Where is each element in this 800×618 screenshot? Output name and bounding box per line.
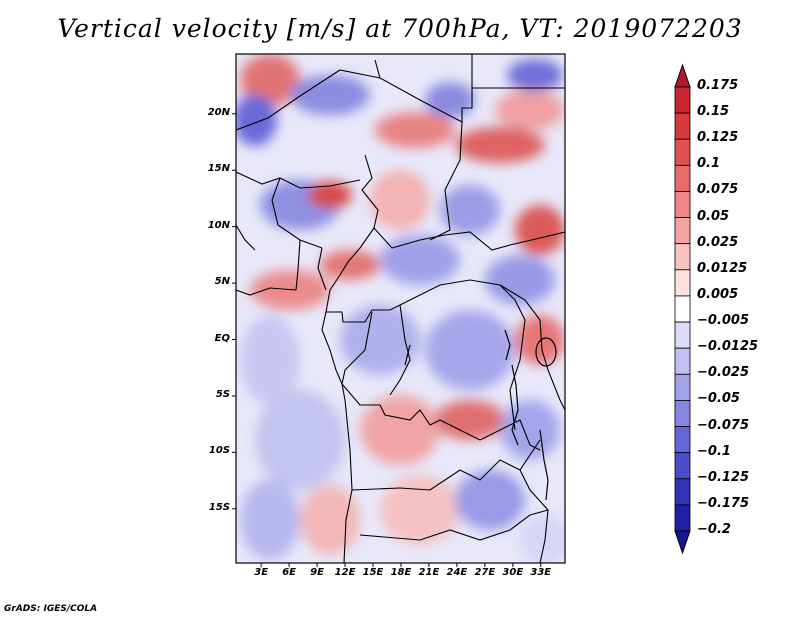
colorbar-label: 0.15 [697,104,730,120]
colorbar-label: −0.005 [697,313,750,329]
longitude-label: 9E [310,567,324,578]
colorbar-label: 0.025 [697,234,739,250]
longitude-label: 6E [282,567,296,578]
colorbar-label: −0.0125 [697,339,759,355]
colorbar-box [674,373,691,401]
colorbar-box [674,452,691,480]
colorbar-label: −0.2 [697,522,731,537]
colorbar-label: −0.05 [697,391,740,407]
lakes [404,329,557,501]
longitude-ticks [260,563,542,567]
longitude-label: 33E [530,567,552,578]
colorbar-label: −0.175 [697,495,750,511]
colorbar-label: 0.0125 [697,260,748,276]
colorbar-box [674,86,691,114]
colorbar [674,63,691,555]
colorbar-box [674,347,691,375]
colorbar-label: −0.025 [697,365,750,381]
colorbar-box [674,243,691,271]
colorbar-box [674,321,691,349]
latitude-label: 5S [215,388,230,400]
colorbar-box [674,478,691,506]
longitude-label: 12E [334,567,356,578]
colorbar-box [674,191,691,218]
latitude-label: 10S [208,445,230,457]
longitude-label: 24E [446,567,468,578]
colorbar-label: 0.1 [697,156,721,172]
colorbar-box [674,138,691,166]
colorbar-box [674,400,691,427]
longitude-label: 30E [502,567,524,578]
longitude-label: 18E [390,567,412,578]
map-panel [232,53,566,567]
longitude-label: 15E [362,567,384,578]
colorbar-label: 0.05 [697,208,730,224]
latitude-label: 20N [207,106,230,118]
colorbar-label: 0.005 [697,286,739,302]
colorbar-bottom-arrow [674,530,691,555]
latitude-label: 5N [214,276,230,288]
colorbar-label: −0.1 [697,443,731,459]
colorbar-box [674,217,691,245]
latitude-label: 10N [207,219,230,231]
longitude-label: 21E [418,567,440,578]
colorbar-box [674,426,691,454]
colorbar-box [674,504,691,532]
latitude-ticks [232,113,236,510]
colorbar-box [674,269,691,297]
vertical-velocity-field [236,54,565,563]
colorbar-label: 0.075 [697,182,739,198]
colorbar-top-arrow [674,63,691,88]
colorbar-box [674,295,691,323]
latitude-label: 15N [207,163,230,175]
longitude-label: 27E [474,567,496,578]
colorbar-label: −0.075 [697,417,750,433]
colorbar-box [674,164,691,192]
longitude-label: 3E [254,567,269,578]
colorbar-label: 0.175 [697,78,739,93]
colorbar-box [674,112,691,140]
colorbar-label: 0.125 [697,130,739,146]
chart-title: Vertical velocity [m/s] at 700hPa, VT: 2… [57,14,743,43]
country-borders [236,54,565,563]
latitude-label: 15S [208,501,230,513]
colorbar-label: −0.125 [697,469,750,485]
grads-credit: GrADS: IGES/COLA [4,604,98,614]
latitude-label: EQ [214,332,230,344]
